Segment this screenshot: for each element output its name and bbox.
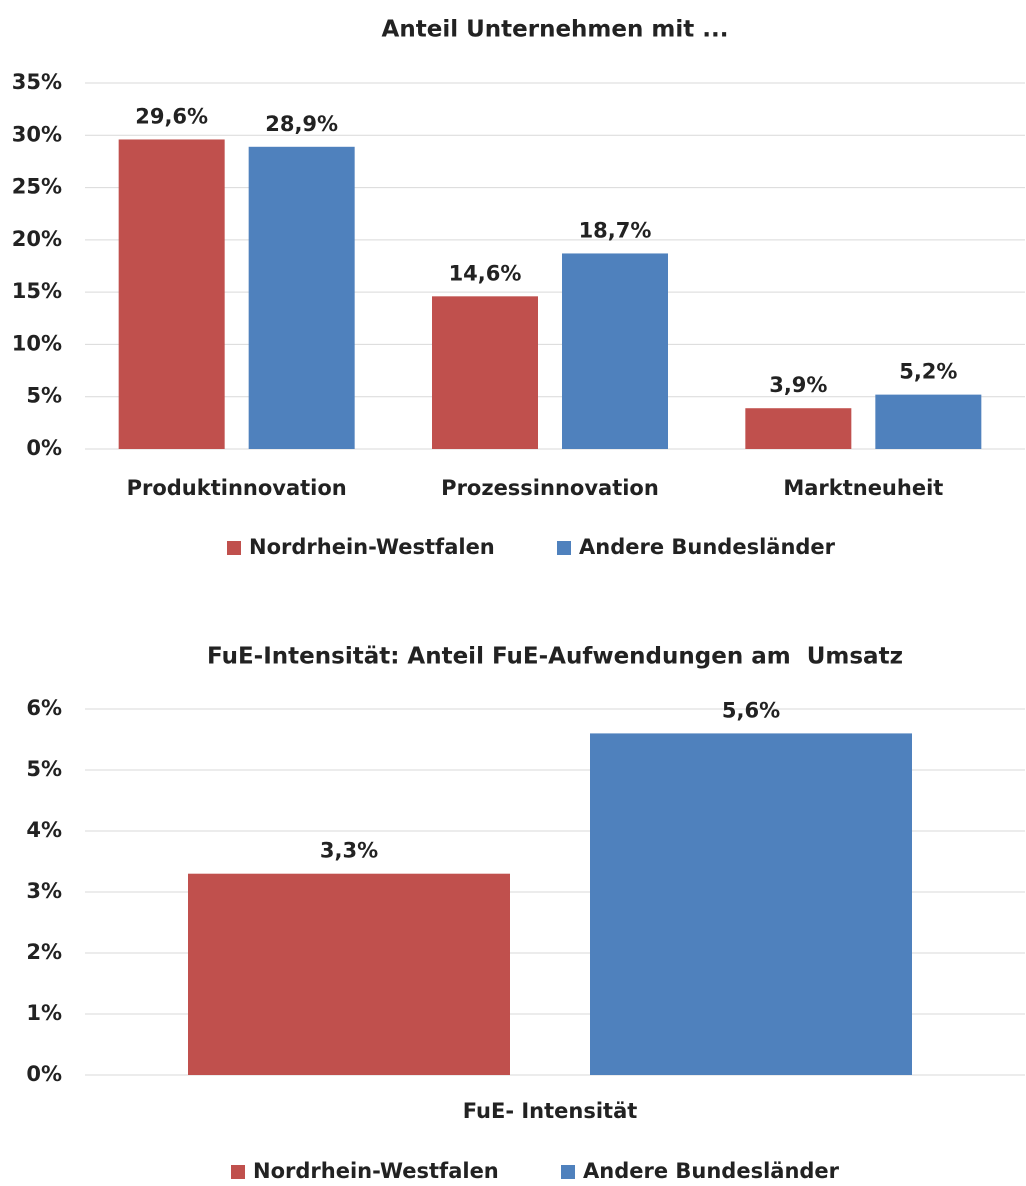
bar [562,253,668,449]
y-tick-label: 4% [26,818,62,842]
y-tick-label: 5% [26,757,62,781]
legend-swatch [227,541,241,555]
x-tick-label: FuE- Intensität [463,1099,638,1123]
bar [248,146,355,449]
chart-title: FuE-Intensität: Anteil FuE-Aufwendungen … [207,644,903,670]
data-label: 18,7% [579,218,652,242]
y-tick-label: 5% [26,384,62,408]
data-label: 3,3% [320,839,378,863]
x-tick-label: Produktinnovation [127,476,347,500]
y-tick-label: 25% [12,175,62,199]
legend-label: Nordrhein-Westfalen [253,1159,499,1183]
y-tick-label: 35% [12,70,62,94]
y-tick-label: 3% [26,879,62,903]
y-tick-label: 30% [12,122,62,146]
chart-title: Anteil Unternehmen mit ... [382,17,729,43]
y-tick-label: 2% [26,940,62,964]
data-label: 28,9% [265,112,338,136]
legend-swatch [231,1165,245,1179]
legend-swatch [557,541,571,555]
bar [118,139,225,449]
bar [590,733,912,1075]
data-label: 5,6% [722,698,780,722]
y-tick-label: 15% [12,279,62,303]
y-tick-label: 0% [26,1062,62,1086]
y-tick-label: 0% [26,436,62,460]
x-tick-label: Prozessinnovation [441,476,659,500]
legend-swatch [561,1165,575,1179]
y-tick-label: 6% [26,696,62,720]
bar [432,296,538,449]
bar [188,873,510,1075]
y-tick-label: 20% [12,227,62,251]
legend-label: Andere Bundesländer [579,535,836,559]
data-label: 3,9% [769,373,827,397]
bar [875,394,982,449]
x-tick-label: Marktneuheit [783,476,943,500]
data-label: 29,6% [135,104,208,128]
data-label: 14,6% [449,261,522,285]
y-tick-label: 10% [12,331,62,355]
y-tick-label: 1% [26,1001,62,1025]
bar [745,408,852,449]
data-label: 5,2% [899,360,957,384]
legend-label: Andere Bundesländer [583,1159,840,1183]
legend-label: Nordrhein-Westfalen [249,535,495,559]
